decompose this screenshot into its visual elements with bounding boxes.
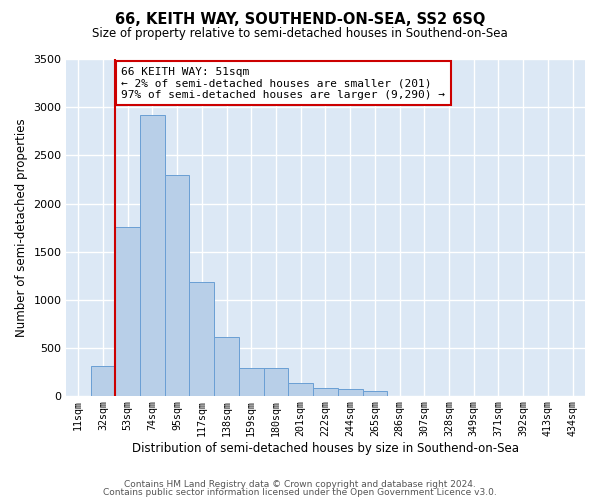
Bar <box>289 383 313 396</box>
Text: 66 KEITH WAY: 51sqm
← 2% of semi-detached houses are smaller (201)
97% of semi-d: 66 KEITH WAY: 51sqm ← 2% of semi-detache… <box>121 66 445 100</box>
Bar <box>140 115 165 396</box>
Y-axis label: Number of semi-detached properties: Number of semi-detached properties <box>15 118 28 337</box>
Bar <box>214 338 239 396</box>
Text: Size of property relative to semi-detached houses in Southend-on-Sea: Size of property relative to semi-detach… <box>92 28 508 40</box>
Bar <box>115 226 140 396</box>
Bar <box>338 389 362 396</box>
Bar <box>263 368 289 396</box>
X-axis label: Distribution of semi-detached houses by size in Southend-on-Sea: Distribution of semi-detached houses by … <box>132 442 519 455</box>
Bar <box>313 388 338 396</box>
Bar <box>239 368 263 396</box>
Text: Contains public sector information licensed under the Open Government Licence v3: Contains public sector information licen… <box>103 488 497 497</box>
Bar <box>91 366 115 396</box>
Bar <box>165 174 190 396</box>
Bar <box>190 282 214 397</box>
Bar <box>362 392 387 396</box>
Text: 66, KEITH WAY, SOUTHEND-ON-SEA, SS2 6SQ: 66, KEITH WAY, SOUTHEND-ON-SEA, SS2 6SQ <box>115 12 485 28</box>
Text: Contains HM Land Registry data © Crown copyright and database right 2024.: Contains HM Land Registry data © Crown c… <box>124 480 476 489</box>
